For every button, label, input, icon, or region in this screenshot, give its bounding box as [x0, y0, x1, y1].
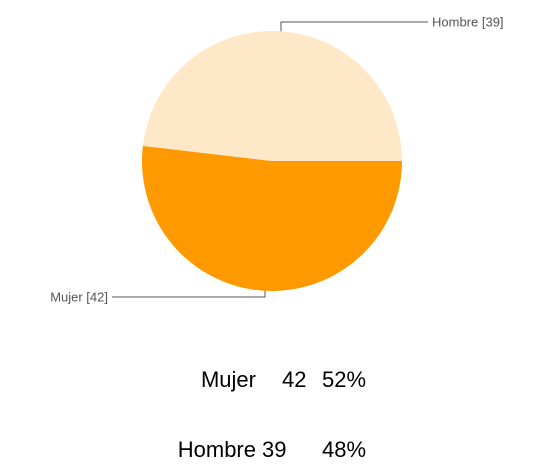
callout-line — [112, 290, 266, 298]
callout-line — [280, 21, 428, 32]
summary-name: Mujer — [201, 367, 256, 392]
slice-label: Mujer [42] — [50, 289, 108, 304]
pie-slice — [142, 145, 402, 291]
summary-count: 39 — [262, 437, 286, 462]
pie-slice — [142, 30, 402, 162]
summary-percent: 52% — [322, 367, 366, 392]
summary-count: 42 — [282, 367, 306, 392]
summary-name: Hombre — [178, 437, 256, 462]
summary-percent: 48% — [322, 437, 366, 462]
slice-label: Hombre [39] — [432, 14, 504, 29]
